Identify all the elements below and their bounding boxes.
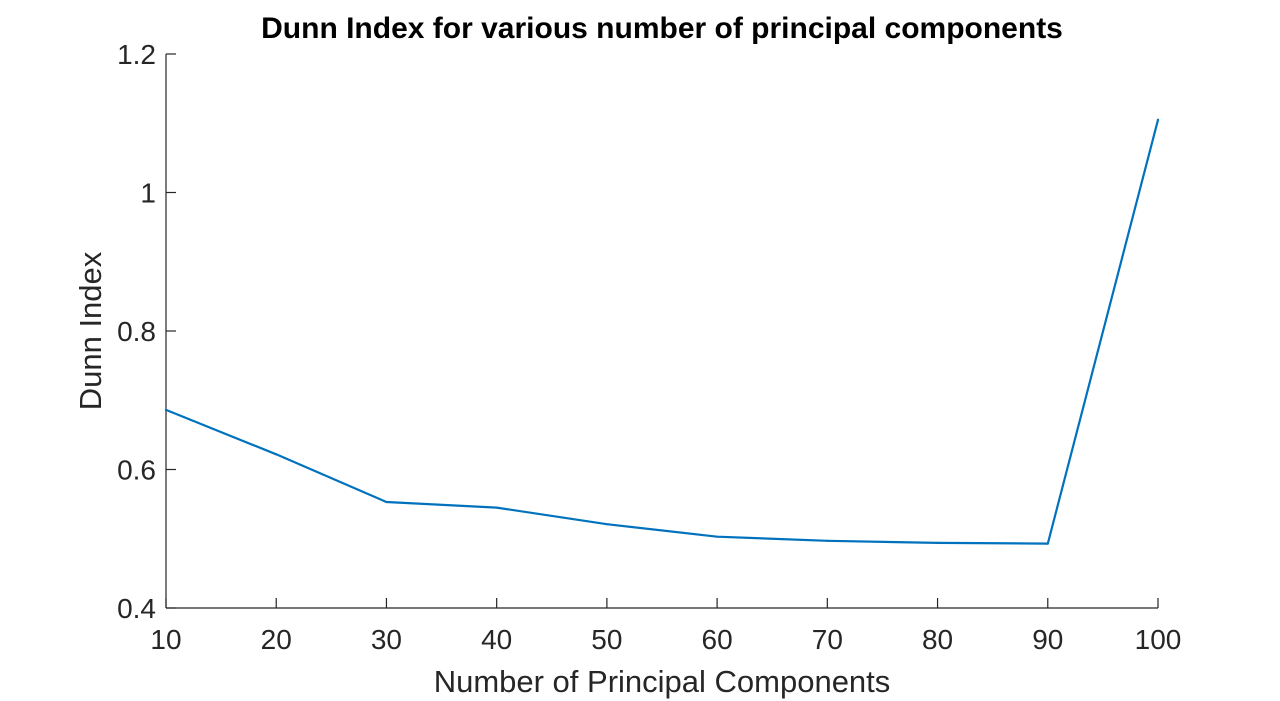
data-point <box>716 535 719 538</box>
x-tick-label: 30 <box>371 624 402 655</box>
y-ticks: 0.4 0.6 0.8 1 1.2 <box>117 39 176 624</box>
y-tick-label: 1.2 <box>117 39 156 70</box>
y-tick-label: 1 <box>140 178 156 209</box>
x-tick-label: 10 <box>150 624 181 655</box>
data-point <box>826 539 829 542</box>
y-tick-label: 0.8 <box>117 316 156 347</box>
y-tick-label: 0.6 <box>117 455 156 486</box>
data-point <box>385 500 388 504</box>
data-point <box>495 506 498 509</box>
x-tick-label: 20 <box>261 624 292 655</box>
data-point <box>275 453 278 456</box>
x-tick-label: 40 <box>481 624 512 655</box>
data-point <box>936 541 939 545</box>
y-axis-label: Dunn Index <box>73 251 108 410</box>
x-tick-label: 50 <box>591 624 622 655</box>
x-axis-label: Number of Principal Components <box>434 664 891 699</box>
data-point <box>1046 542 1049 545</box>
data-point <box>605 523 608 526</box>
data-point <box>164 408 168 412</box>
series-line <box>164 118 1160 545</box>
data-point <box>1156 118 1160 121</box>
x-ticks: 10 20 30 40 50 60 70 80 90 100 <box>150 598 1181 655</box>
x-tick-label: 80 <box>922 624 953 655</box>
x-tick-label: 70 <box>812 624 843 655</box>
chart-title: Dunn Index for various number of princip… <box>261 12 1063 45</box>
x-tick-label: 60 <box>702 624 733 655</box>
x-tick-label: 90 <box>1032 624 1063 655</box>
axes <box>165 54 1158 609</box>
y-tick-label: 0.4 <box>117 593 156 624</box>
x-tick-label: 100 <box>1135 624 1182 655</box>
series-layer <box>164 118 1160 545</box>
